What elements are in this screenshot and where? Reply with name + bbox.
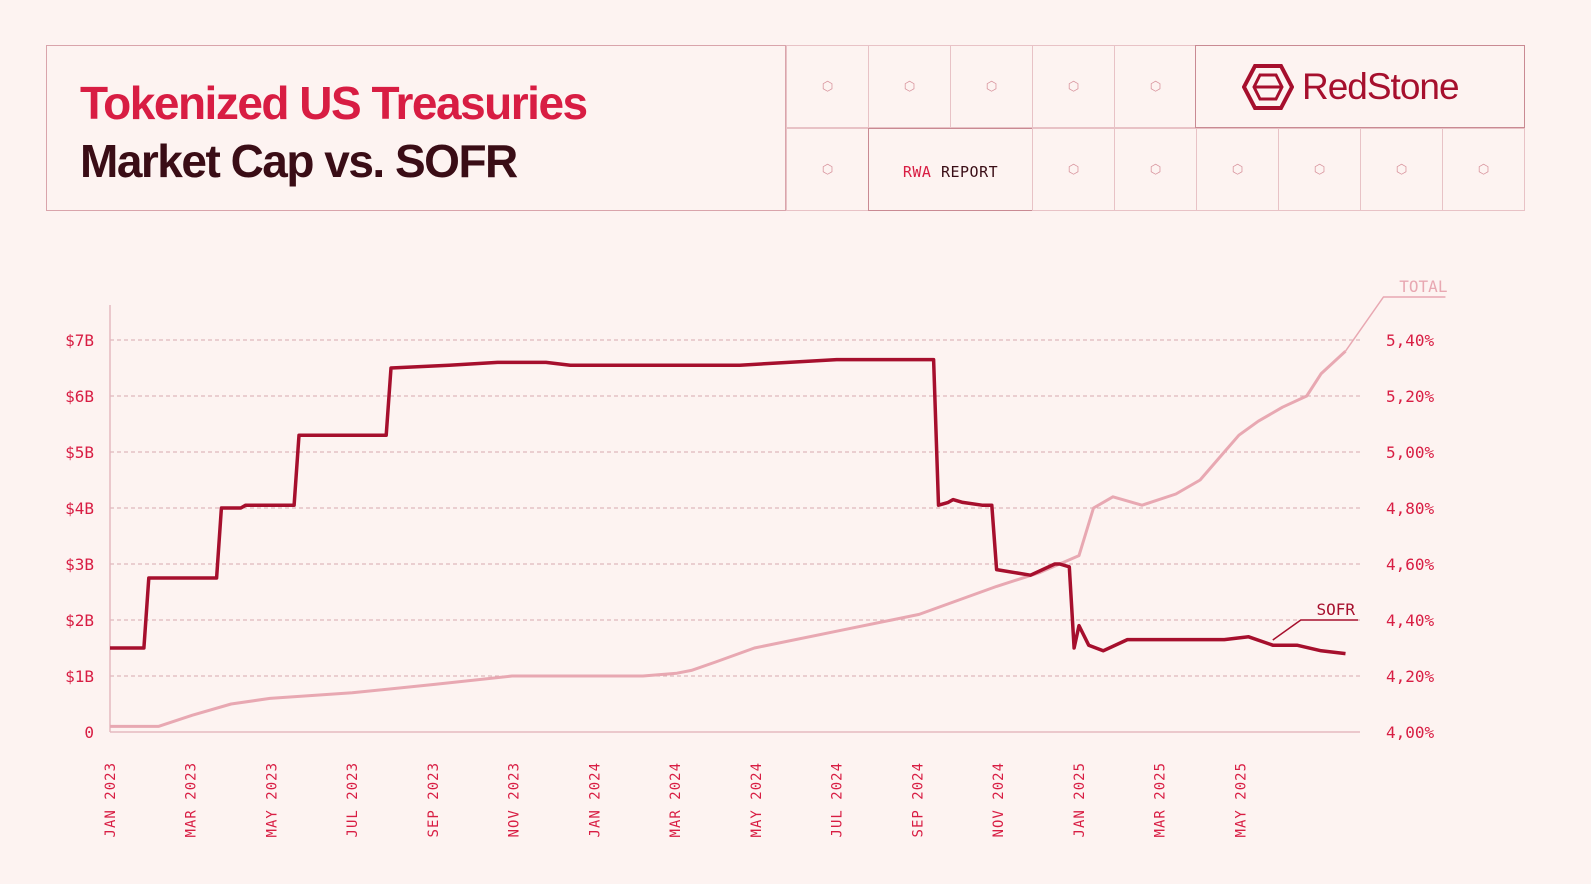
report-label-a: RWA <box>902 163 932 181</box>
y-right-tick-label: 4,00% <box>1386 723 1435 742</box>
x-tick-label: SEP 2023 <box>426 762 442 837</box>
redstone-logo-icon <box>1242 64 1294 110</box>
x-tick-label: NOV 2024 <box>991 762 1007 837</box>
hexagon-icon: ⬡ <box>985 79 998 94</box>
brand-logo-panel: RedStone <box>1195 45 1525 128</box>
x-tick-label: MAY 2025 <box>1233 762 1249 837</box>
series-lines <box>110 350 1347 728</box>
y-left-tick-label: $7B <box>65 331 94 350</box>
total-leader-line <box>1344 296 1446 352</box>
decor-tile: ⬡ <box>868 45 951 128</box>
page-subtitle: Market Cap vs. SOFR <box>80 135 518 187</box>
decor-tile: ⬡ <box>1196 128 1279 211</box>
hexagon-icon: ⬡ <box>821 79 834 94</box>
hexagon-icon: ⬡ <box>1477 162 1490 177</box>
hexagon-icon: ⬡ <box>1149 162 1162 177</box>
hexagon-icon: ⬡ <box>1231 162 1244 177</box>
y-left-tick-label: $5B <box>65 443 94 462</box>
hexagon-icon: ⬡ <box>1395 162 1408 177</box>
y-left-tick-label: $3B <box>65 555 94 574</box>
x-tick-label: JUL 2023 <box>345 762 361 837</box>
title-panel: Tokenized US Treasuries Market Cap vs. S… <box>46 45 786 211</box>
y-right-tick-label: 5,00% <box>1386 443 1435 462</box>
report-badge: RWA REPORT <box>868 128 1033 211</box>
decor-tile: ⬡ <box>786 128 869 211</box>
hexagon-icon: ⬡ <box>1149 79 1162 94</box>
decor-tile: ⬡ <box>1442 128 1525 211</box>
x-tick-label: MAY 2023 <box>264 762 280 837</box>
x-tick-label: JAN 2025 <box>1072 762 1088 837</box>
y-left-tick-label: $2B <box>65 611 94 630</box>
y-left-tick-label: 0 <box>84 723 94 742</box>
x-tick-label: SEP 2024 <box>910 762 926 837</box>
grid <box>110 339 1360 677</box>
hexagon-icon: ⬡ <box>1313 162 1326 177</box>
y-left-tick-label: $6B <box>65 387 94 406</box>
page-title: Tokenized US Treasuries <box>80 77 588 129</box>
brand-name: RedStone <box>1302 66 1460 107</box>
x-tick-label: JAN 2024 <box>587 762 603 837</box>
x-axis-labels: JAN 2023 MAR 2023 MAY 2023 JUL 2023 SEP 2023… <box>103 762 1249 837</box>
x-tick-label: JAN 2023 <box>103 762 119 837</box>
y-right-tick-label: 4,40% <box>1386 611 1435 630</box>
decor-tile: ⬡ <box>1032 45 1115 128</box>
sofr-leader-line <box>1272 619 1358 641</box>
y-left-tick-label: $1B <box>65 667 94 686</box>
decor-tile: ⬡ <box>1278 128 1361 211</box>
x-tick-label: MAR 2023 <box>184 762 200 837</box>
y-right-tick-label: 5,20% <box>1386 387 1435 406</box>
report-label-b: REPORT <box>931 163 999 181</box>
x-tick-label: MAR 2025 <box>1153 762 1169 837</box>
axes <box>109 305 1360 733</box>
total-series-line <box>110 350 1347 728</box>
y-left-tick-label: $4B <box>65 499 94 518</box>
decor-tile: ⬡ <box>1114 128 1197 211</box>
x-tick-label: MAY 2024 <box>749 762 765 837</box>
total-annotation: TOTAL <box>1399 277 1447 296</box>
y-right-tick-label: 4,80% <box>1386 499 1435 518</box>
x-tick-label: NOV 2023 <box>507 762 523 837</box>
hexagon-icon: ⬡ <box>1067 79 1080 94</box>
sofr-series-line <box>110 357 1346 656</box>
hexagon-icon: ⬡ <box>1067 162 1080 177</box>
decor-tile: ⬡ <box>1114 45 1197 128</box>
sofr-annotation: SOFR <box>1316 600 1355 619</box>
y-right-tick-label: 4,20% <box>1386 667 1435 686</box>
hexagon-icon: ⬡ <box>821 162 834 177</box>
y-axis-labels: 0 4,00% $1B 4,20% $2B 4,40% $3B 4,60% $4B 4,80% $5… <box>65 331 1434 742</box>
annotations: TOTAL SOFR <box>1272 277 1447 641</box>
y-right-tick-label: 4,60% <box>1386 555 1435 574</box>
hexagon-icon: ⬡ <box>903 79 916 94</box>
y-right-tick-label: 5,40% <box>1386 331 1435 350</box>
x-tick-label: JUL 2024 <box>830 762 846 837</box>
x-tick-label: MAR 2024 <box>668 762 684 837</box>
